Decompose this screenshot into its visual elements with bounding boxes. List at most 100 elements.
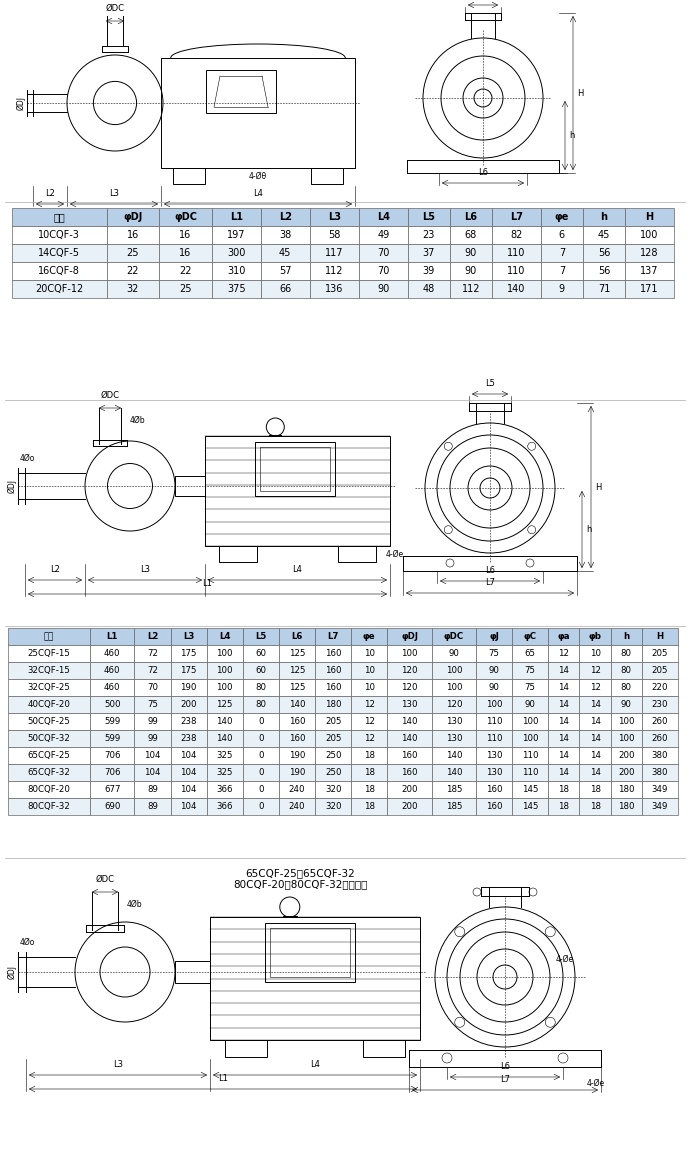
Text: L3: L3 bbox=[183, 632, 195, 642]
Text: 72: 72 bbox=[147, 649, 158, 658]
Text: 380: 380 bbox=[651, 768, 668, 777]
Bar bbox=[432, 679, 476, 696]
Text: 70: 70 bbox=[147, 683, 158, 692]
Text: 18: 18 bbox=[558, 785, 569, 794]
Text: 14: 14 bbox=[558, 700, 569, 709]
Text: 260: 260 bbox=[651, 717, 668, 726]
Bar bbox=[432, 645, 476, 662]
Text: 32CQF-25: 32CQF-25 bbox=[28, 683, 70, 692]
Bar bbox=[387, 627, 432, 645]
Bar bbox=[642, 662, 678, 679]
Text: 25CQF-15: 25CQF-15 bbox=[28, 649, 70, 658]
Bar bbox=[512, 696, 549, 713]
Bar bbox=[359, 244, 408, 262]
Text: 14: 14 bbox=[558, 666, 569, 674]
Text: H: H bbox=[577, 88, 583, 98]
Text: 14: 14 bbox=[589, 717, 600, 726]
Bar bbox=[625, 244, 674, 262]
Bar bbox=[170, 747, 207, 764]
Bar bbox=[135, 627, 170, 645]
Bar bbox=[8, 730, 90, 747]
Bar bbox=[255, 442, 335, 496]
Bar bbox=[476, 798, 512, 815]
Bar bbox=[261, 262, 310, 280]
Text: 160: 160 bbox=[486, 803, 502, 811]
Text: h: h bbox=[623, 632, 629, 642]
Text: 4-Øe: 4-Øe bbox=[386, 550, 404, 558]
Bar bbox=[351, 764, 387, 781]
Text: 190: 190 bbox=[181, 683, 197, 692]
Text: 240: 240 bbox=[289, 803, 305, 811]
Text: 200: 200 bbox=[402, 785, 417, 794]
Bar bbox=[642, 679, 678, 696]
Bar bbox=[212, 226, 261, 244]
Bar bbox=[492, 262, 541, 280]
Bar bbox=[408, 226, 450, 244]
Text: 14: 14 bbox=[558, 717, 569, 726]
Text: 65CQF-32: 65CQF-32 bbox=[28, 768, 70, 777]
Bar bbox=[8, 747, 90, 764]
Bar bbox=[351, 798, 387, 815]
Text: φDC: φDC bbox=[174, 212, 197, 222]
Bar bbox=[265, 924, 355, 982]
Bar bbox=[207, 781, 243, 798]
Bar bbox=[583, 226, 625, 244]
Bar bbox=[387, 696, 432, 713]
Bar bbox=[279, 798, 315, 815]
Bar bbox=[450, 226, 492, 244]
Text: L7: L7 bbox=[485, 578, 495, 588]
Bar bbox=[351, 730, 387, 747]
Text: 10CQF-3: 10CQF-3 bbox=[39, 230, 80, 240]
Text: 320: 320 bbox=[325, 785, 342, 794]
Text: L6: L6 bbox=[500, 1062, 510, 1070]
Text: 80: 80 bbox=[255, 683, 266, 692]
Bar bbox=[611, 679, 642, 696]
Bar bbox=[279, 627, 315, 645]
Bar bbox=[387, 798, 432, 815]
Bar bbox=[90, 730, 135, 747]
Bar bbox=[260, 446, 330, 491]
Text: 140: 140 bbox=[507, 284, 526, 294]
Text: φDJ: φDJ bbox=[401, 632, 418, 642]
Text: H: H bbox=[595, 483, 602, 491]
Bar bbox=[351, 781, 387, 798]
Bar bbox=[135, 764, 170, 781]
Bar bbox=[261, 226, 310, 244]
Text: 140: 140 bbox=[217, 734, 233, 743]
Bar bbox=[351, 645, 387, 662]
Bar bbox=[359, 226, 408, 244]
Text: 12: 12 bbox=[364, 734, 375, 743]
Bar bbox=[8, 798, 90, 815]
Bar bbox=[161, 58, 355, 168]
Text: 90: 90 bbox=[377, 284, 389, 294]
Bar bbox=[310, 262, 359, 280]
Bar bbox=[310, 226, 359, 244]
Bar bbox=[408, 244, 450, 262]
Text: 12: 12 bbox=[364, 700, 375, 709]
Text: h: h bbox=[569, 130, 574, 140]
Text: 37: 37 bbox=[423, 248, 435, 258]
Text: 4-Øe: 4-Øe bbox=[587, 1079, 605, 1088]
Text: 50CQF-25: 50CQF-25 bbox=[28, 717, 70, 726]
Text: φa: φa bbox=[558, 632, 570, 642]
Text: 136: 136 bbox=[325, 284, 344, 294]
Text: 238: 238 bbox=[180, 717, 197, 726]
Bar bbox=[642, 713, 678, 730]
Bar bbox=[625, 280, 674, 298]
Text: 4-Øθ: 4-Øθ bbox=[249, 172, 267, 181]
Bar bbox=[8, 781, 90, 798]
Bar bbox=[106, 208, 159, 226]
Text: 10: 10 bbox=[364, 683, 375, 692]
Text: 175: 175 bbox=[180, 666, 197, 674]
Bar bbox=[512, 764, 549, 781]
Bar bbox=[170, 696, 207, 713]
Bar bbox=[450, 262, 492, 280]
Text: 104: 104 bbox=[144, 751, 161, 760]
Bar bbox=[476, 730, 512, 747]
Bar bbox=[243, 730, 279, 747]
Text: 140: 140 bbox=[446, 751, 462, 760]
Bar bbox=[170, 798, 207, 815]
Bar bbox=[159, 226, 212, 244]
Text: 460: 460 bbox=[104, 666, 121, 674]
Text: 66: 66 bbox=[279, 284, 291, 294]
